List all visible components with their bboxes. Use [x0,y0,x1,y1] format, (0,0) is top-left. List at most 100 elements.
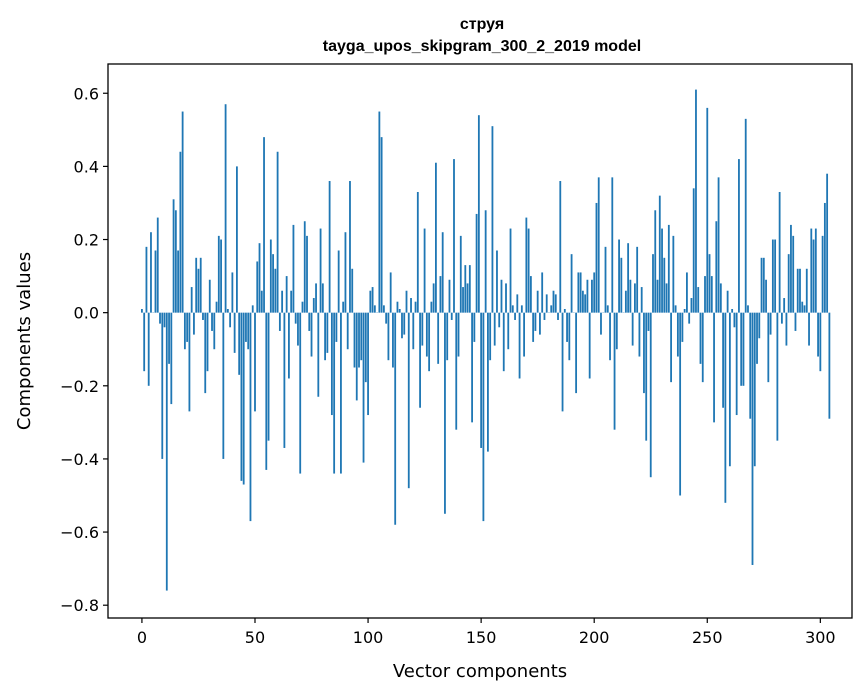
bar [604,246,607,313]
bar [735,312,738,416]
bar [299,312,302,474]
y-axis-ticks: −0.8 −0.6 −0.4 −0.2 0.0 0.2 0.4 0.6 [60,84,108,615]
bar [609,312,611,361]
bar [319,228,322,313]
bar [337,250,340,313]
y-tick-label: 0.4 [74,157,99,176]
bar [634,283,636,313]
x-tick-label: 250 [692,628,723,647]
bar [536,290,539,313]
bar [382,305,385,313]
bar [638,312,641,357]
y-tick-label: 0.2 [74,231,99,250]
bar [586,279,589,313]
bar [269,239,272,313]
bar [378,111,381,313]
bar [437,312,440,364]
bar [724,312,727,503]
bar [405,290,408,313]
bar [423,228,426,313]
bar [342,301,345,313]
bar [249,312,252,522]
bar [808,312,810,346]
bar [215,301,218,313]
bar [226,309,229,313]
bar [186,312,189,342]
bar [683,309,686,313]
bar [509,228,512,313]
bar [425,312,428,357]
x-tick-label: 200 [579,628,610,647]
bar [760,257,763,313]
bar [658,195,661,313]
bar [647,312,650,331]
bar [799,268,801,313]
bar [701,312,704,383]
bar [392,312,394,368]
bar [364,312,367,383]
bar [692,188,695,313]
bar [805,268,808,313]
bar [477,115,480,313]
bar [812,239,815,313]
bar [330,312,333,416]
bar [346,312,349,350]
bar [256,261,259,313]
bar [507,312,510,350]
bar [141,309,143,313]
x-tick-label: 50 [245,628,265,647]
bar [202,312,204,320]
bar [545,294,548,313]
bar [276,151,279,313]
bar [419,312,421,408]
bar [181,111,184,313]
bar [670,312,672,383]
bar [823,202,826,313]
chart-title: струя [460,16,504,33]
bar [645,312,648,441]
bar [387,312,390,361]
bar [396,301,399,313]
bar [231,272,234,313]
bar [753,312,756,467]
bar [765,279,767,313]
bar [514,312,516,320]
bar [520,305,523,313]
bar [491,126,494,313]
bar [263,137,265,313]
bar [432,283,435,313]
bar [197,268,200,313]
bars-group [141,89,831,591]
bar [686,272,688,313]
bar [502,312,505,372]
x-axis-label: Vector components [393,661,567,682]
bar [710,276,713,313]
bar [199,257,202,313]
bar [615,312,618,350]
bar [143,312,146,372]
bar [733,312,736,328]
bar [618,239,620,313]
bar [584,294,587,313]
bar [674,305,677,313]
bar [728,312,731,467]
bar [665,283,668,313]
bar [801,301,804,313]
bar [697,287,700,313]
bar [328,181,331,313]
bar [663,257,666,313]
bar [324,312,326,361]
bar [796,268,799,313]
bar [656,279,659,313]
plot-frame [107,63,853,619]
bar [496,250,498,313]
bar [749,312,752,419]
bar [475,213,478,313]
bar [240,312,243,481]
bar [731,309,734,313]
bar [159,312,161,324]
bar [539,312,541,335]
bar [267,312,270,441]
bar [188,312,191,412]
bar [738,159,740,313]
